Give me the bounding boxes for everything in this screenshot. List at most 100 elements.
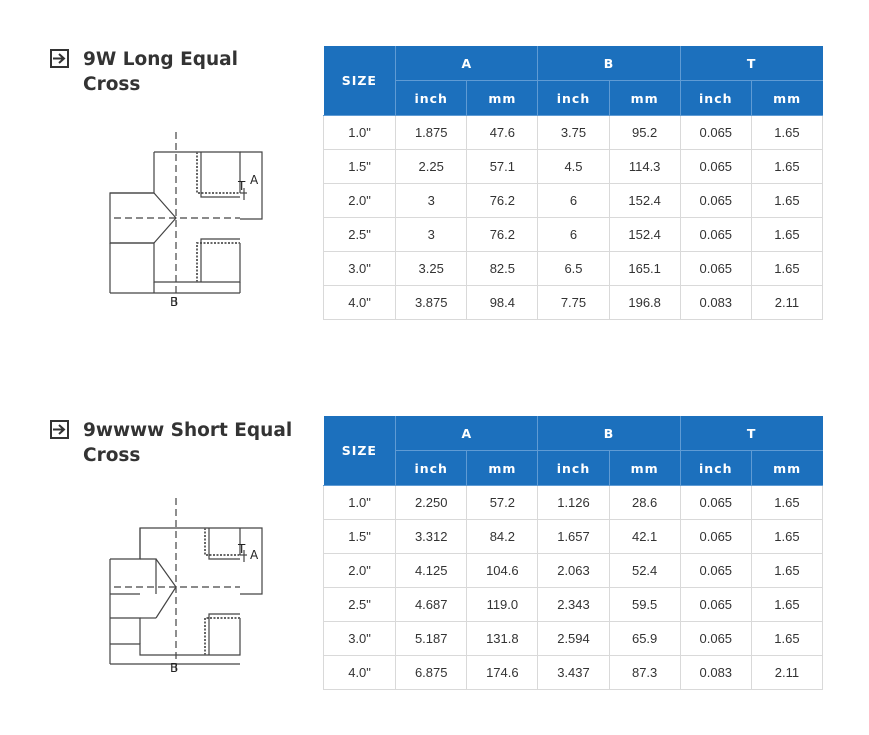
table-row: 1.0" 2.250 57.2 1.126 28.6 0.065 1.65 bbox=[322, 485, 824, 520]
table-row: 2.0" 4.125 104.6 2.063 52.4 0.065 1.65 bbox=[322, 553, 824, 588]
value-cell: 2.11 bbox=[750, 285, 824, 320]
size-cell: 2.5" bbox=[322, 587, 397, 622]
value-cell: 0.065 bbox=[679, 587, 752, 622]
unit-header: mm bbox=[466, 80, 539, 116]
value-cell: 57.2 bbox=[466, 485, 539, 520]
group-b-header: B bbox=[537, 416, 681, 451]
value-cell: 6 bbox=[537, 217, 610, 252]
size-cell: 2.0" bbox=[322, 183, 397, 218]
group-t-header: T bbox=[680, 46, 823, 81]
value-cell: 57.1 bbox=[466, 149, 539, 184]
size-cell: 1.5" bbox=[322, 149, 397, 184]
unit-header: inch bbox=[680, 450, 752, 486]
table-row: 2.5" 4.687 119.0 2.343 59.5 0.065 1.65 bbox=[322, 587, 824, 622]
dimensions-table: SIZE A B T inch mm inch mm inch mm 1.0" 1… bbox=[322, 46, 824, 320]
value-cell: 6 bbox=[537, 183, 610, 218]
table-row: 1.0" 1.875 47.6 3.75 95.2 0.065 1.65 bbox=[322, 115, 824, 150]
value-cell: 0.065 bbox=[679, 217, 752, 252]
section-heading: 9W Long Equal Cross bbox=[50, 47, 298, 97]
value-cell: 1.65 bbox=[750, 183, 824, 218]
label-a: A bbox=[250, 173, 259, 187]
value-cell: 95.2 bbox=[608, 115, 681, 150]
value-cell: 42.1 bbox=[608, 519, 681, 554]
label-t: T bbox=[237, 179, 246, 193]
value-cell: 4.687 bbox=[395, 587, 468, 622]
table-row: 2.0" 3 76.2 6 152.4 0.065 1.65 bbox=[322, 183, 824, 218]
value-cell: 98.4 bbox=[466, 285, 539, 320]
value-cell: 5.187 bbox=[395, 621, 468, 656]
value-cell: 1.65 bbox=[750, 519, 824, 554]
value-cell: 1.65 bbox=[750, 217, 824, 252]
value-cell: 0.065 bbox=[679, 621, 752, 656]
value-cell: 82.5 bbox=[466, 251, 539, 286]
group-a-header: A bbox=[395, 416, 539, 451]
section-heading: 9wwww Short Equal Cross bbox=[50, 418, 298, 468]
unit-header: inch bbox=[395, 450, 468, 486]
group-a-header: A bbox=[395, 46, 539, 81]
value-cell: 174.6 bbox=[466, 655, 539, 690]
dimensions-table: SIZE A B T inch mm inch mm inch mm 1.0" 2… bbox=[322, 416, 824, 690]
value-cell: 196.8 bbox=[608, 285, 681, 320]
size-cell: 1.5" bbox=[322, 519, 397, 554]
value-cell: 7.75 bbox=[537, 285, 610, 320]
value-cell: 28.6 bbox=[608, 485, 681, 520]
value-cell: 0.065 bbox=[679, 115, 752, 150]
section-title: 9wwww Short Equal Cross bbox=[83, 420, 293, 466]
size-cell: 1.0" bbox=[322, 115, 397, 150]
arrow-right-box-icon bbox=[50, 49, 69, 68]
value-cell: 152.4 bbox=[608, 183, 681, 218]
table-row: 4.0" 6.875 174.6 3.437 87.3 0.083 2.11 bbox=[322, 655, 824, 690]
section-title: 9W Long Equal Cross bbox=[83, 49, 238, 95]
size-cell: 4.0" bbox=[322, 655, 397, 690]
size-header: SIZE bbox=[323, 416, 397, 486]
value-cell: 3.437 bbox=[537, 655, 610, 690]
value-cell: 52.4 bbox=[608, 553, 681, 588]
value-cell: 2.063 bbox=[537, 553, 610, 588]
value-cell: 1.657 bbox=[537, 519, 610, 554]
value-cell: 87.3 bbox=[608, 655, 681, 690]
table-row: 1.5" 2.25 57.1 4.5 114.3 0.065 1.65 bbox=[322, 149, 824, 184]
value-cell: 76.2 bbox=[466, 217, 539, 252]
value-cell: 1.65 bbox=[750, 115, 824, 150]
label-t: T bbox=[237, 542, 246, 556]
value-cell: 1.126 bbox=[537, 485, 610, 520]
unit-header: inch bbox=[680, 80, 752, 116]
value-cell: 1.875 bbox=[395, 115, 468, 150]
size-cell: 4.0" bbox=[322, 285, 397, 320]
value-cell: 59.5 bbox=[608, 587, 681, 622]
value-cell: 165.1 bbox=[608, 251, 681, 286]
table-row: 3.0" 3.25 82.5 6.5 165.1 0.065 1.65 bbox=[322, 251, 824, 286]
unit-header: mm bbox=[751, 80, 823, 116]
size-cell: 2.0" bbox=[322, 553, 397, 588]
value-cell: 119.0 bbox=[466, 587, 539, 622]
value-cell: 76.2 bbox=[466, 183, 539, 218]
value-cell: 2.11 bbox=[750, 655, 824, 690]
label-b: B bbox=[170, 295, 178, 309]
label-b: B bbox=[170, 661, 178, 675]
value-cell: 6.5 bbox=[537, 251, 610, 286]
value-cell: 2.25 bbox=[395, 149, 468, 184]
value-cell: 104.6 bbox=[466, 553, 539, 588]
value-cell: 2.343 bbox=[537, 587, 610, 622]
unit-header: inch bbox=[537, 450, 610, 486]
group-b-header: B bbox=[537, 46, 681, 81]
value-cell: 2.250 bbox=[395, 485, 468, 520]
value-cell: 0.083 bbox=[679, 285, 752, 320]
value-cell: 152.4 bbox=[608, 217, 681, 252]
value-cell: 0.065 bbox=[679, 183, 752, 218]
unit-header: mm bbox=[466, 450, 539, 486]
value-cell: 4.5 bbox=[537, 149, 610, 184]
value-cell: 3.25 bbox=[395, 251, 468, 286]
table-row: 2.5" 3 76.2 6 152.4 0.065 1.65 bbox=[322, 217, 824, 252]
unit-header: inch bbox=[537, 80, 610, 116]
short-cross-diagram: T A B bbox=[109, 498, 263, 675]
long-equal-cross-section: 9W Long Equal Cross T A B bbox=[0, 0, 869, 360]
size-cell: 3.0" bbox=[322, 251, 397, 286]
value-cell: 84.2 bbox=[466, 519, 539, 554]
value-cell: 3.75 bbox=[537, 115, 610, 150]
value-cell: 0.065 bbox=[679, 485, 752, 520]
value-cell: 47.6 bbox=[466, 115, 539, 150]
value-cell: 4.125 bbox=[395, 553, 468, 588]
value-cell: 114.3 bbox=[608, 149, 681, 184]
table-body: 1.0" 1.875 47.6 3.75 95.2 0.065 1.65 1.5" 2.25 57… bbox=[322, 115, 824, 320]
